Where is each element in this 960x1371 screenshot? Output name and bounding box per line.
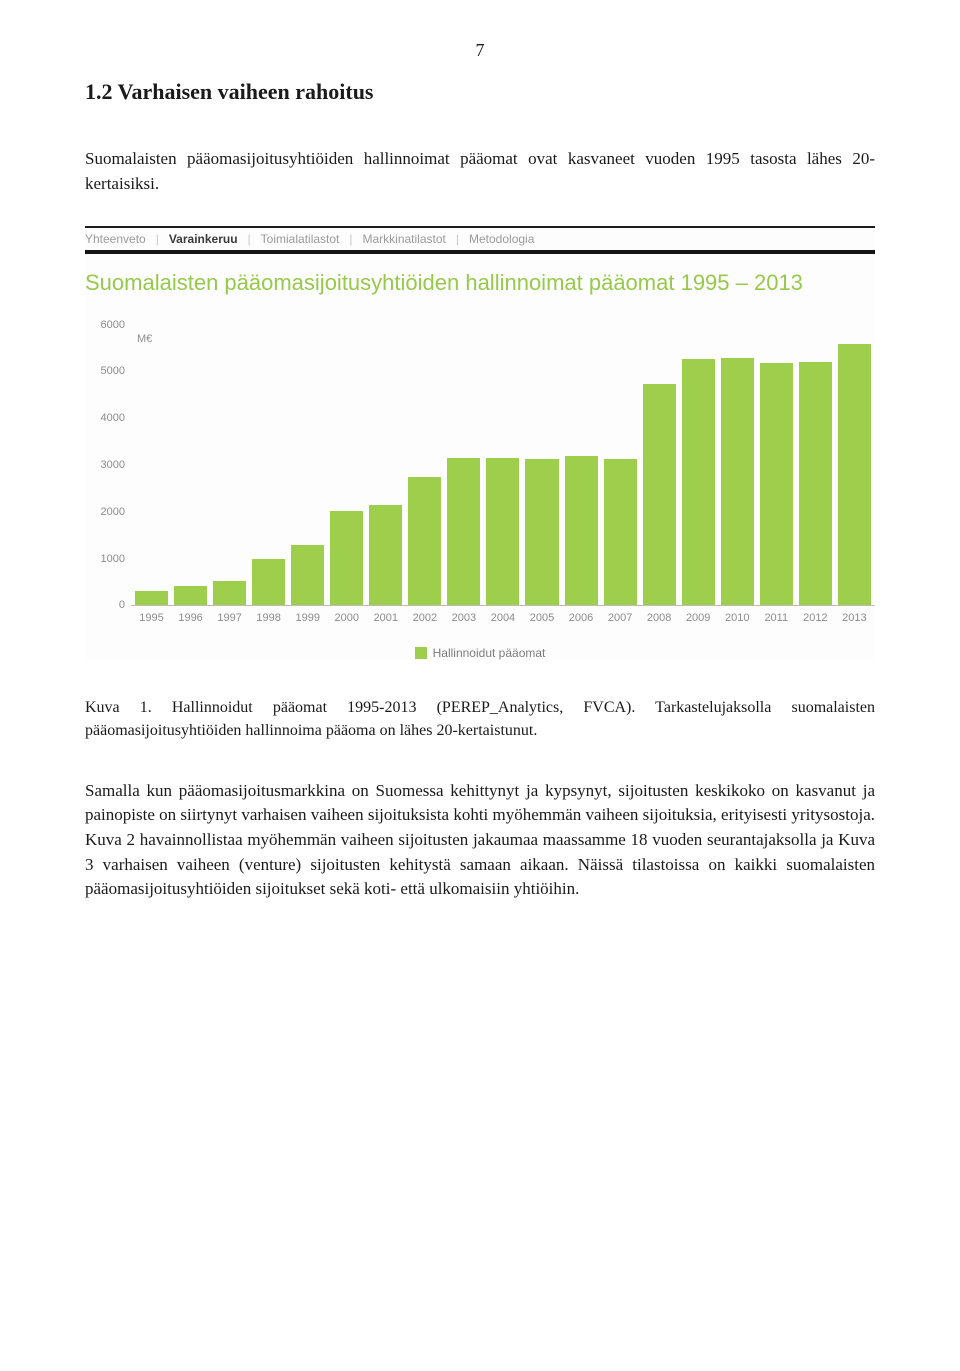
intro-paragraph: Suomalaisten pääomasijoitusyhtiöiden hal… <box>85 147 875 196</box>
bar-slot <box>135 316 168 605</box>
bar <box>447 458 480 606</box>
chart-x-axis-labels: 1995 1996 1997 1998 1999 2000 2001 2002 2003 2004… <box>131 606 875 624</box>
bar <box>369 505 402 606</box>
x-axis-tick-label: 2008 <box>643 612 676 624</box>
bar <box>330 511 363 605</box>
chart-plot-area: 0100020003000400050006000M€ <box>131 316 875 606</box>
x-axis-tick-label: 2012 <box>799 612 832 624</box>
chart-tab[interactable]: Metodologia <box>469 232 534 246</box>
page-number: 7 <box>85 40 875 61</box>
legend-swatch-icon <box>415 647 427 659</box>
y-axis-tick-label: 4000 <box>85 412 125 424</box>
y-axis-tick-label: 5000 <box>85 365 125 377</box>
tab-separator: | <box>156 232 159 246</box>
bar-slot <box>291 316 324 605</box>
x-axis-tick-label: 2003 <box>447 612 480 624</box>
chart-tab[interactable]: Toimialatilastot <box>261 232 340 246</box>
bar <box>682 359 715 606</box>
bar <box>643 384 676 605</box>
bar-slot <box>330 316 363 605</box>
bar <box>252 559 285 606</box>
chart-title: Suomalaisten pääomasijoitusyhtiöiden hal… <box>85 270 875 296</box>
y-axis-tick-label: 0 <box>85 599 125 611</box>
bar-slot <box>486 316 519 605</box>
chart-tab[interactable]: Varainkeruu <box>169 232 238 246</box>
chart-bars <box>131 316 875 605</box>
bar-slot <box>838 316 871 605</box>
bar <box>408 477 441 606</box>
bar <box>838 344 871 605</box>
x-axis-tick-label: 2007 <box>604 612 637 624</box>
bar <box>721 358 754 605</box>
bar-slot <box>408 316 441 605</box>
chart-tab[interactable]: Yhteenveto <box>85 232 146 246</box>
chart-tabs-row: Yhteenveto | Varainkeruu | Toimialatilastot |… <box>85 228 875 246</box>
bar <box>604 459 637 605</box>
chart-top-rule <box>85 250 875 254</box>
x-axis-tick-label: 2013 <box>838 612 871 624</box>
x-axis-tick-label: 2009 <box>682 612 715 624</box>
x-axis-tick-label: 2004 <box>486 612 519 624</box>
bar-slot <box>604 316 637 605</box>
bar <box>135 591 168 605</box>
tab-separator: | <box>456 232 459 246</box>
chart-container: Yhteenveto | Varainkeruu | Toimialatilastot |… <box>85 226 875 660</box>
bar-slot <box>760 316 793 605</box>
x-axis-tick-label: 1998 <box>252 612 285 624</box>
legend-label: Hallinnoidut pääomat <box>433 646 546 660</box>
bar <box>565 456 598 606</box>
bar <box>525 459 558 605</box>
chart-legend: Hallinnoidut pääomat <box>85 646 875 660</box>
tab-separator: | <box>248 232 251 246</box>
y-axis-tick-label: 2000 <box>85 506 125 518</box>
bar <box>486 458 519 606</box>
bar-slot <box>682 316 715 605</box>
bar-slot <box>799 316 832 605</box>
bar-slot <box>174 316 207 605</box>
y-axis-tick-label: 3000 <box>85 459 125 471</box>
bar <box>291 545 324 606</box>
bar <box>760 363 793 605</box>
chart-tab[interactable]: Markkinatilastot <box>363 232 446 246</box>
x-axis-tick-label: 1995 <box>135 612 168 624</box>
y-axis-unit-label: M€ <box>137 333 152 345</box>
bar-slot <box>643 316 676 605</box>
x-axis-tick-label: 2000 <box>330 612 363 624</box>
x-axis-tick-label: 2005 <box>525 612 558 624</box>
body-paragraph: Samalla kun pääomasijoitusmarkkina on Su… <box>85 779 875 902</box>
x-axis-tick-label: 2011 <box>760 612 793 624</box>
x-axis-tick-label: 1996 <box>174 612 207 624</box>
bar-slot <box>369 316 402 605</box>
bar-slot <box>565 316 598 605</box>
bar-slot <box>213 316 246 605</box>
y-axis-tick-label: 1000 <box>85 553 125 565</box>
bar <box>213 581 246 605</box>
bar-slot <box>525 316 558 605</box>
x-axis-tick-label: 2001 <box>369 612 402 624</box>
chart-plot-wrap: 0100020003000400050006000M€ 199519961997… <box>85 316 875 624</box>
section-heading: 1.2 Varhaisen vaiheen rahoitus <box>85 79 875 105</box>
bar <box>799 362 832 605</box>
x-axis-tick-label: 1999 <box>291 612 324 624</box>
x-axis-tick-label: 2010 <box>721 612 754 624</box>
x-axis-tick-label: 2002 <box>408 612 441 624</box>
figure-caption: Kuva 1. Hallinnoidut pääomat 1995-2013 (… <box>85 696 875 742</box>
tab-separator: | <box>349 232 352 246</box>
bar-slot <box>252 316 285 605</box>
x-axis-tick-label: 1997 <box>213 612 246 624</box>
bar <box>174 586 207 606</box>
bar-slot <box>447 316 480 605</box>
y-axis-tick-label: 6000 <box>85 319 125 331</box>
x-axis-tick-label: 2006 <box>565 612 598 624</box>
bar-slot <box>721 316 754 605</box>
